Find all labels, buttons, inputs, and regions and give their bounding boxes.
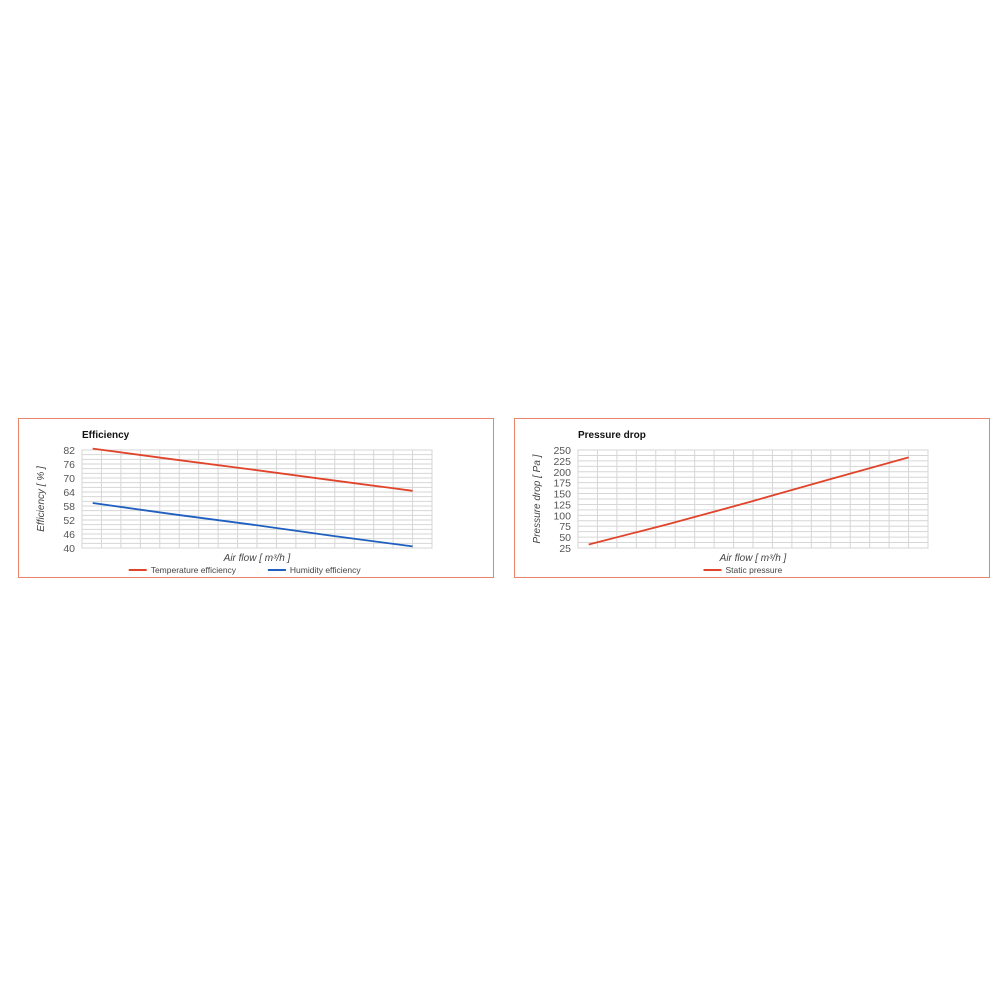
y-tick-label: 25 <box>559 543 571 555</box>
y-tick-label: 76 <box>63 459 75 471</box>
y-tick-label: 175 <box>553 478 571 490</box>
y-tick-label: 200 <box>553 467 571 479</box>
series-line-static-pressure <box>588 456 909 546</box>
y-tick-label: 64 <box>63 487 75 499</box>
y-tick-label: 50 <box>559 532 571 544</box>
legend-label: Static pressure <box>726 565 783 575</box>
y-tick-label: 150 <box>553 489 571 501</box>
pressure-drop-chart-panel: 250 225 200 175 150 125 100 75 50 25 Pressure drop… <box>514 418 990 578</box>
y-tick-label: 58 <box>63 501 75 513</box>
y-tick-label: 46 <box>63 529 75 541</box>
y-tick-label: 40 <box>63 543 75 555</box>
y-tick-label: 225 <box>553 456 571 468</box>
x-axis-label: Air flow [ m³/h ] <box>719 553 787 564</box>
chart-svg: 82 76 70 64 58 52 46 40 Efficiency Air flow [ m³/… <box>36 430 433 575</box>
y-tick-label: 82 <box>63 445 75 457</box>
y-tick-label: 52 <box>63 515 75 527</box>
efficiency-chart-panel: 82 76 70 64 58 52 46 40 Efficiency Air flow [ m³/… <box>18 418 494 578</box>
series-line-humidity-efficiency <box>92 502 413 548</box>
series-line-temperature-efficiency <box>92 447 413 492</box>
y-tick-label: 75 <box>559 521 571 533</box>
y-tick-label: 100 <box>553 510 571 522</box>
legend-label: Humidity efficiency <box>290 565 361 575</box>
chart-title: Pressure drop <box>578 430 646 441</box>
y-axis-label: Efficiency [ % ] <box>36 466 47 532</box>
y-tick-label: 125 <box>553 499 571 511</box>
y-axis-label: Pressure drop [ Pa ] <box>532 454 543 543</box>
chart-title: Efficiency <box>82 430 130 441</box>
y-tick-label: 250 <box>553 445 571 457</box>
y-tick-label: 70 <box>63 473 75 485</box>
x-axis-label: Air flow [ m³/h ] <box>223 553 291 564</box>
legend-label: Temperature efficiency <box>151 565 237 575</box>
